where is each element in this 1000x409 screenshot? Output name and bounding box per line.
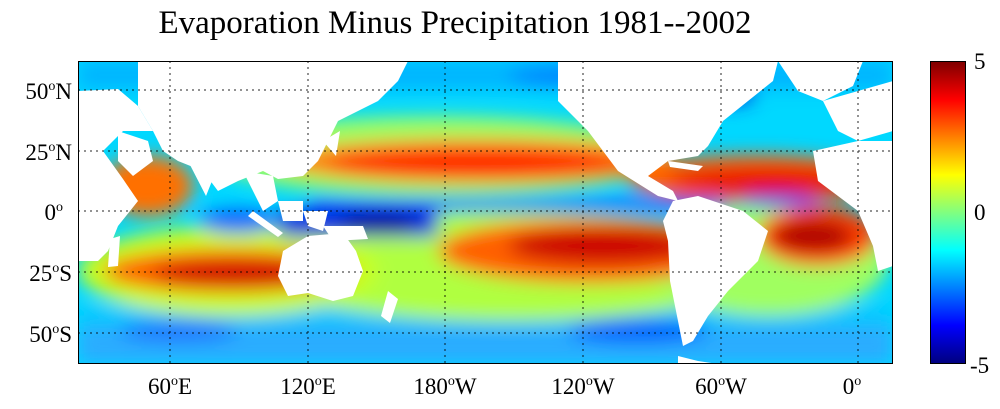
x-tick-label: 60oE xyxy=(147,374,193,399)
x-tick-label: 0o xyxy=(842,374,862,399)
map-frame xyxy=(78,61,893,364)
colorbar-min-label: -5 xyxy=(970,353,990,378)
y-tick-label: 0o xyxy=(44,200,64,225)
land-layer xyxy=(78,61,893,364)
graticule xyxy=(78,61,893,364)
y-tick-label: 50oS xyxy=(29,322,72,347)
y-tick-label: 25oN xyxy=(25,140,72,165)
x-tick-label: 120oE xyxy=(280,374,336,399)
colorbar-max-label: 5 xyxy=(974,49,986,74)
y-tick-label: 50oN xyxy=(25,79,72,104)
x-tick-label: 180oW xyxy=(413,374,477,399)
colorbar xyxy=(930,61,966,364)
colorbar-mid-label: 0 xyxy=(974,200,986,225)
map-plot xyxy=(78,61,893,364)
x-tick-label: 60oW xyxy=(695,374,747,399)
map-title: Evaporation Minus Precipitation 1981--20… xyxy=(158,5,752,41)
x-tick-label: 120oW xyxy=(551,374,615,399)
y-tick-label: 25oS xyxy=(29,261,72,286)
